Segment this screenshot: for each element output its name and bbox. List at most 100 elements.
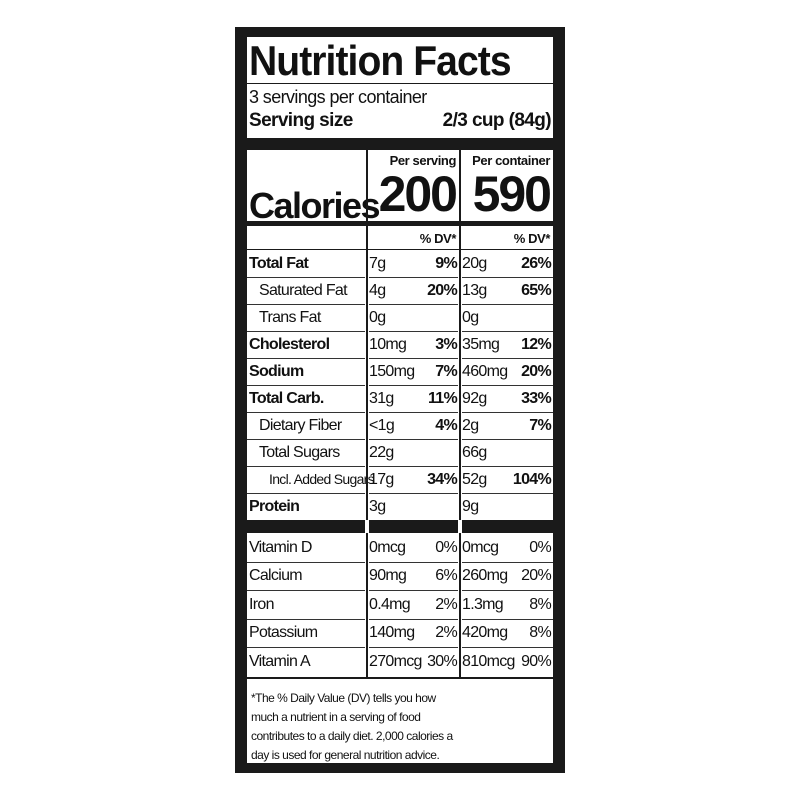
row-divider [462, 493, 553, 494]
row-divider [462, 562, 553, 563]
container-amount: 260mg [462, 567, 508, 585]
nutrient-name: Total Sugars [259, 444, 340, 461]
serving-size-label: Serving size [249, 110, 353, 131]
row-divider [369, 618, 458, 620]
row-divider [369, 385, 458, 386]
container-dv: 20% [521, 567, 552, 585]
container-dv: 90% [521, 652, 552, 670]
container-amount: 1.3mg [462, 595, 504, 613]
serving-dv: 0% [435, 539, 457, 556]
nutrient-name: Potassium [249, 624, 318, 642]
label-title: Nutrition Facts [249, 37, 512, 84]
vitamin-row: Iron 0.4mg 2% 1.3mg 8% [247, 592, 553, 620]
servings-per-container: 3 servings per container [249, 87, 427, 107]
vitamin-row: Vitamin A 270mcg 30% 810mcg 90% [247, 649, 553, 677]
nutrient-name: Total Fat [249, 255, 309, 272]
row-divider [369, 358, 458, 359]
vitamin-row: Potassium 140mg 2% 420mg 8% [247, 620, 553, 649]
row-divider [369, 466, 458, 467]
vitamin-row: Vitamin D 0mcg 0% 0mcg 0% [247, 535, 553, 563]
nutrient-row: Protein 3g 9g [247, 494, 553, 521]
container-amount: 20g [462, 255, 487, 272]
row-divider [247, 412, 365, 413]
serving-dv: 9% [435, 255, 457, 272]
serving-amount: 3g [369, 498, 386, 515]
row-divider [369, 304, 458, 305]
serving-amount: 17g [369, 471, 394, 488]
row-divider [462, 412, 553, 413]
column-divider [366, 150, 368, 678]
nutrient-row: Dietary Fiber <1g 4% 2g 7% [247, 413, 553, 440]
nutrient-name: Calcium [249, 567, 303, 585]
row-divider [247, 618, 365, 620]
row-divider [247, 331, 365, 332]
dv-header-container: % DV* [513, 231, 551, 246]
nutrient-name: Vitamin A [249, 652, 311, 670]
serving-amount: 7g [369, 255, 386, 272]
serving-dv: 2% [435, 595, 457, 613]
vitamin-row: Calcium 90mg 6% 260mg 20% [247, 563, 553, 592]
row-divider [247, 304, 365, 305]
nutrient-row: Total Fat 7g 9% 20g 26% [247, 251, 553, 278]
nutrient-name: Cholesterol [249, 336, 330, 353]
row-divider [247, 466, 365, 467]
footnote: *The % Daily Value (DV) tells you how mu… [251, 691, 453, 762]
row-divider [369, 493, 458, 494]
container-amount: 13g [462, 282, 487, 299]
container-amount: 92g [462, 390, 487, 407]
calories-per-serving: 200 [378, 166, 458, 222]
calories-per-container: 590 [472, 166, 552, 222]
nutrient-row: Total Sugars 22g 66g [247, 440, 553, 467]
row-divider [462, 439, 553, 440]
serving-dv: 11% [427, 390, 458, 407]
container-amount: 9g [462, 498, 479, 515]
per-serving-header: Per serving [389, 153, 457, 168]
nutrient-name: Saturated Fat [259, 282, 348, 299]
serving-amount: 10mg [369, 336, 407, 353]
divider [247, 677, 553, 679]
container-amount: 35mg [462, 336, 500, 353]
container-dv: 8% [529, 624, 551, 642]
calories-label: Calories [249, 185, 381, 226]
serving-amount: 4g [369, 282, 386, 299]
nutrient-name: Sodium [249, 363, 304, 380]
container-amount: 0g [462, 309, 479, 326]
calories-divider [247, 221, 553, 226]
container-dv: 12% [521, 336, 552, 353]
nutrient-name: Trans Fat [259, 309, 321, 326]
nutrient-row: Trans Fat 0g 0g [247, 305, 553, 332]
row-divider [369, 331, 458, 332]
row-divider [462, 358, 553, 359]
row-divider [247, 358, 365, 359]
row-divider [462, 618, 553, 620]
nutrient-row: Incl. Added Sugars 17g 34% 52g 104% [247, 467, 553, 494]
row-divider [247, 647, 365, 649]
serving-amount: 31g [369, 390, 394, 407]
column-divider [459, 150, 461, 678]
container-dv: 26% [521, 255, 552, 272]
nutrient-row: Sodium 150mg 7% 460mg 20% [247, 359, 553, 386]
container-dv: 8% [529, 595, 551, 613]
divider [247, 83, 553, 84]
serving-dv: 2% [435, 624, 457, 642]
container-amount: 66g [462, 444, 487, 461]
row-divider [247, 439, 365, 440]
nutrient-name: Incl. Added Sugars [269, 471, 375, 487]
nutrient-name: Dietary Fiber [259, 417, 342, 434]
nutrient-row: Saturated Fat 4g 20% 13g 65% [247, 278, 553, 305]
container-amount: 460mg [462, 363, 508, 380]
row-divider [369, 439, 458, 440]
container-dv: 7% [529, 417, 551, 434]
per-container-header: Per container [472, 153, 550, 168]
container-amount: 52g [462, 471, 487, 488]
serving-dv: 4% [435, 417, 457, 434]
row-divider [247, 385, 365, 386]
row-divider [369, 412, 458, 413]
serving-amount: 150mg [369, 363, 415, 380]
row-divider [462, 385, 553, 386]
serving-dv: 20% [427, 282, 458, 299]
serving-dv: 3% [435, 336, 457, 353]
row-divider [462, 590, 553, 592]
container-amount: 420mg [462, 624, 508, 642]
container-dv: 0% [529, 539, 551, 556]
